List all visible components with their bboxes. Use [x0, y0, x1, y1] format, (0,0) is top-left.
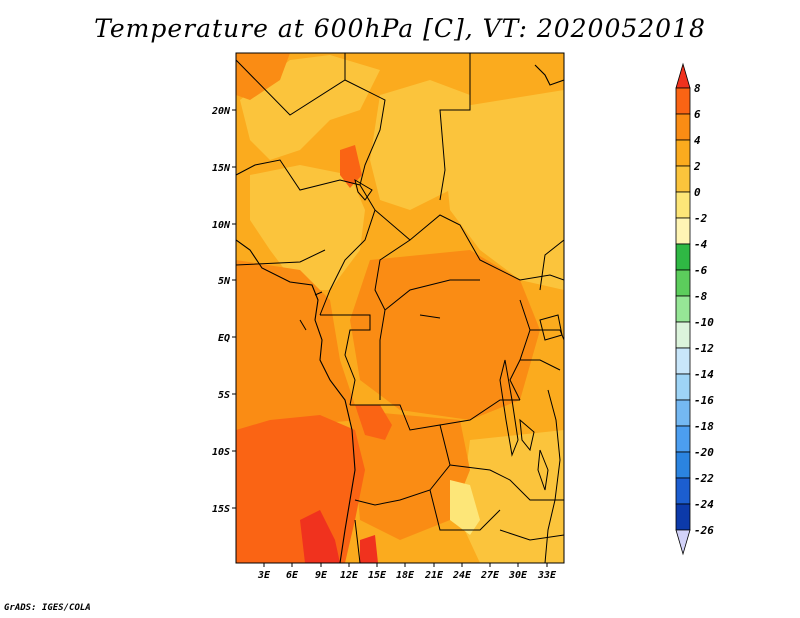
lon-label: 33E [537, 570, 557, 581]
colorbar-swatch [675, 477, 691, 505]
colorbar-label: 2 [693, 160, 701, 173]
colorbar-top-arrow [675, 62, 691, 89]
colorbar-bottom-arrow [675, 529, 691, 556]
colorbar-swatch [675, 87, 691, 115]
colorbar-swatch [675, 113, 691, 141]
warm-region-congo [350, 250, 540, 420]
lon-label: 27E [480, 570, 500, 581]
colorbar-label: 0 [694, 186, 701, 199]
warm-region-west [236, 260, 360, 430]
colorbar-swatch [675, 191, 691, 219]
hot-region-angola [355, 405, 392, 440]
lakes [299, 178, 563, 491]
colorbar-label: -2 [694, 212, 708, 225]
colorbar-label: -22 [694, 472, 714, 485]
colorbar-label: 8 [694, 82, 701, 95]
lon-label: 21E [424, 570, 444, 581]
colorbar-label: -12 [694, 342, 714, 355]
colorbar-label: -4 [694, 238, 708, 251]
cool-region-central [250, 165, 365, 290]
colorbar: 8 6 4 2 0 -2 -4 -6 -8 -10 -12 -14 -16 -18 -20 -22 -24 -26 [675, 62, 714, 556]
colorbar-swatch [675, 321, 691, 349]
lon-label: 30E [508, 570, 528, 581]
colorbar-label: 4 [694, 134, 701, 147]
latitude-axis: 20N 15N 10N 5N EQ 5S 10S 15S [211, 106, 236, 515]
country-borders [236, 53, 564, 563]
warm-region-northwest [236, 53, 290, 100]
hottest-region-2 [360, 535, 378, 563]
east-coast [544, 389, 561, 563]
colorbar-swatch [675, 451, 691, 479]
colorbar-swatch [675, 139, 691, 167]
cool-patch-zambia [450, 480, 480, 535]
colorbar-label: -24 [694, 498, 714, 511]
colorbar-label: -8 [694, 290, 708, 303]
lon-label: 12E [340, 570, 359, 581]
lon-label: 15E [368, 570, 387, 581]
colorbar-label: -10 [694, 316, 714, 329]
lon-label: 18E [396, 570, 415, 581]
lon-label: 6E [286, 570, 299, 581]
colorbar-label: -6 [694, 264, 708, 277]
lon-label: 9E [315, 570, 328, 581]
lat-label: 15N [212, 163, 231, 174]
longitude-axis: 3E 6E 9E 12E 15E 18E 21E 24E 27E 30E 33E [257, 563, 557, 581]
map-frame [235, 52, 565, 564]
lon-label: 3E [257, 570, 271, 581]
colorbar-label: -18 [694, 420, 714, 433]
lat-label: EQ [218, 333, 230, 344]
colorbar-swatch [675, 243, 691, 271]
coastline [236, 64, 564, 563]
colorbar-swatch [675, 165, 691, 193]
colorbar-swatch [675, 295, 691, 323]
colorbar-label: -16 [694, 394, 714, 407]
cool-region-southeast [460, 430, 564, 563]
hot-region-chad [340, 145, 362, 188]
colorbar-swatch [675, 373, 691, 401]
lon-label: 24E [452, 570, 472, 581]
lat-label: 5N [218, 276, 231, 287]
colorbar-swatch [675, 399, 691, 427]
colorbar-label: 6 [694, 108, 701, 121]
warm-region-south [350, 410, 470, 540]
colorbar-label: -26 [694, 524, 714, 537]
hot-region-southwest [236, 415, 365, 563]
cool-region-east [440, 90, 564, 290]
colorbar-swatch [675, 503, 691, 531]
colorbar-label: -20 [694, 446, 714, 459]
colorbar-swatch [675, 217, 691, 245]
lat-label: 5S [218, 390, 230, 401]
credit-label: GrADS: IGES/COLA [4, 603, 91, 613]
lat-label: 10S [212, 447, 230, 458]
colorbar-swatch [675, 425, 691, 453]
lat-label: 15S [212, 504, 230, 515]
map-panel [236, 53, 564, 563]
colorbar-swatch [675, 347, 691, 375]
lat-label: 10N [212, 220, 231, 231]
colorbar-swatch [675, 269, 691, 297]
lat-label: 20N [211, 106, 231, 117]
colorbar-label: -14 [694, 368, 714, 381]
hottest-region [300, 510, 340, 563]
map-title: Temperature at 600hPa [C], VT: 202005201… [94, 14, 706, 43]
